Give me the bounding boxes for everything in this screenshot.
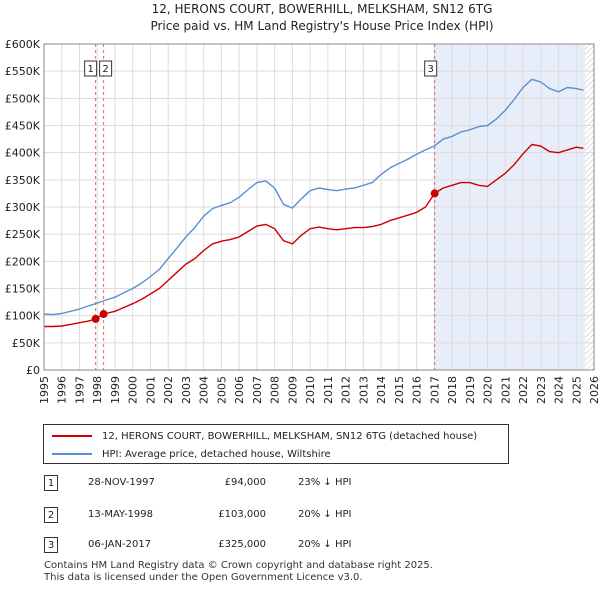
x-tick-label: 1996 xyxy=(56,376,69,404)
transaction-date: 28-NOV-1997 xyxy=(88,477,155,488)
legend-item-hpi: HPI: Average price, detached house, Wilt… xyxy=(52,445,331,463)
sale-3-box-label: 3 xyxy=(427,64,433,75)
hpi-line xyxy=(43,78,584,316)
x-tick-label: 2018 xyxy=(446,376,459,404)
sale-1-point xyxy=(91,314,100,323)
x-tick-label: 1997 xyxy=(73,376,86,404)
x-tick-label: 2024 xyxy=(553,376,566,404)
y-tick-label: £400K xyxy=(5,147,41,160)
y-tick-label: £150K xyxy=(5,283,41,296)
property-price-line xyxy=(44,143,584,328)
x-tick-label: 2015 xyxy=(393,376,406,404)
price-chart: 12, HERONS COURT, BOWERHILL, MELKSHAM, S… xyxy=(5,2,600,404)
transaction-number: 3 xyxy=(44,537,58,553)
x-tick-label: 2000 xyxy=(127,376,140,404)
sale-2-point xyxy=(99,310,108,319)
x-tick-label: 2013 xyxy=(357,376,370,404)
transaction-hpi-diff: 20% ↓ HPI xyxy=(298,509,352,520)
y-tick-label: £200K xyxy=(5,255,41,268)
footer-copyright: Contains HM Land Registry data © Crown c… xyxy=(44,560,433,571)
x-tick-label: 1998 xyxy=(91,376,104,404)
transaction-number: 2 xyxy=(44,507,58,523)
y-tick-label: £0 xyxy=(26,364,40,377)
chart-title-line1: 12, HERONS COURT, BOWERHILL, MELKSHAM, S… xyxy=(152,2,493,16)
legend-swatch-blue xyxy=(52,453,92,455)
y-tick-label: £300K xyxy=(5,201,41,214)
plot-border xyxy=(43,43,595,371)
x-tick-label: 2021 xyxy=(499,376,512,404)
y-tick-label: £100K xyxy=(5,310,41,323)
x-tick-label: 2008 xyxy=(269,376,282,404)
transaction-price: £94,000 xyxy=(224,477,266,488)
footer-licence: This data is licensed under the Open Gov… xyxy=(44,572,363,583)
x-tick-label: 2026 xyxy=(588,376,600,404)
x-tick-label: 2012 xyxy=(340,376,353,404)
x-tick-label: 2022 xyxy=(517,376,530,404)
sale-2-box-label: 2 xyxy=(102,64,108,75)
x-tick-label: 2019 xyxy=(464,376,477,404)
y-tick-label: £600K xyxy=(5,38,41,51)
legend-item-property: 12, HERONS COURT, BOWERHILL, MELKSHAM, S… xyxy=(52,427,477,445)
transaction-price: £325,000 xyxy=(218,539,266,550)
legend-swatch-red xyxy=(52,435,92,437)
x-tick-label: 1995 xyxy=(38,376,51,404)
x-tick-label: 2023 xyxy=(535,376,548,404)
x-tick-label: 2016 xyxy=(411,376,424,404)
transaction-date: 06-JAN-2017 xyxy=(88,539,152,550)
legend-label-hpi: HPI: Average price, detached house, Wilt… xyxy=(102,448,331,460)
y-tick-label: £450K xyxy=(5,120,41,133)
x-tick-label: 2009 xyxy=(286,376,299,404)
x-tick-label: 2002 xyxy=(162,376,175,404)
x-tick-label: 2004 xyxy=(198,376,211,404)
x-tick-label: 2001 xyxy=(144,376,157,404)
x-tick-label: 2014 xyxy=(375,376,388,404)
x-tick-label: 2010 xyxy=(304,376,317,404)
sale-3-point xyxy=(430,189,439,198)
legend-label-property: 12, HERONS COURT, BOWERHILL, MELKSHAM, S… xyxy=(102,430,478,442)
y-tick-label: £500K xyxy=(5,92,41,105)
transaction-price: £103,000 xyxy=(218,509,266,520)
sale-1-box-label: 1 xyxy=(87,64,93,75)
x-tick-label: 2017 xyxy=(428,376,441,404)
y-tick-label: £350K xyxy=(5,174,41,187)
legend: 12, HERONS COURT, BOWERHILL, MELKSHAM, S… xyxy=(43,424,509,464)
sale-2-box xyxy=(99,60,113,77)
x-tick-label: 2005 xyxy=(215,376,228,404)
sale-1-box xyxy=(84,60,98,77)
x-tick-label: 2003 xyxy=(180,376,193,404)
chart-title-line2: Price paid vs. HM Land Registry's House … xyxy=(150,19,493,33)
transaction-hpi-diff: 23% ↓ HPI xyxy=(298,477,352,488)
x-tick-label: 2025 xyxy=(570,376,583,404)
sale-3-box xyxy=(424,60,438,77)
x-tick-label: 2006 xyxy=(233,376,246,404)
y-tick-label: £50K xyxy=(12,337,41,350)
x-tick-label: 1999 xyxy=(109,376,122,404)
transaction-date: 13-MAY-1998 xyxy=(88,509,154,520)
footer: Contains HM Land Registry data © Crown c… xyxy=(44,560,433,584)
y-tick-label: £550K xyxy=(5,65,41,78)
transaction-number: 1 xyxy=(44,475,58,491)
x-tick-label: 2011 xyxy=(322,376,335,404)
plot-area: £0 £50K £100K £150K £200K £250K £300K £350K £400… xyxy=(5,38,600,404)
y-tick-label: £250K xyxy=(5,228,41,241)
transaction-hpi-diff: 20% ↓ HPI xyxy=(298,539,352,550)
x-tick-label: 2020 xyxy=(482,376,495,404)
x-tick-label: 2007 xyxy=(251,376,264,404)
